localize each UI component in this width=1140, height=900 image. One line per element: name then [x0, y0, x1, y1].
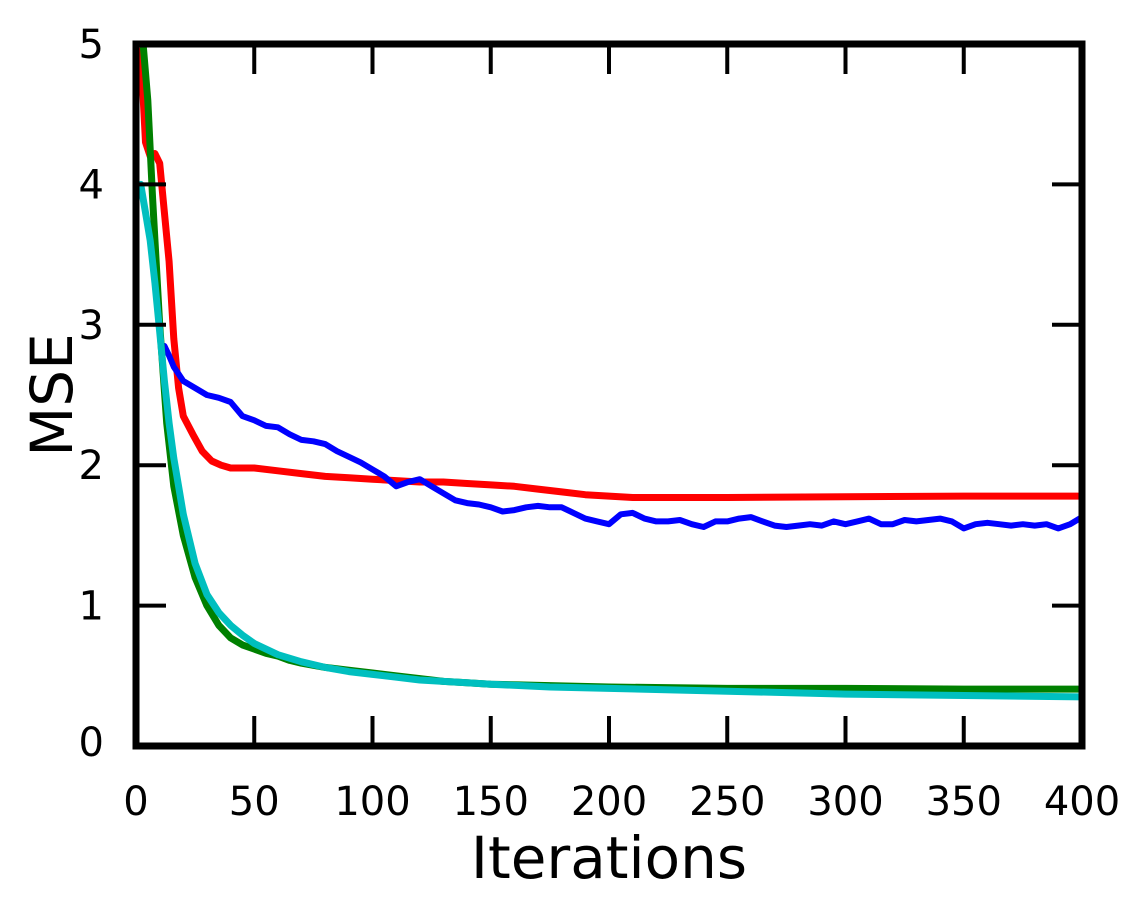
series-line-1: [137, 47, 1082, 501]
x-tick-label-0: 0: [123, 779, 148, 825]
y-tick-label-2: 2: [79, 443, 104, 489]
x-tick-label-150: 150: [453, 779, 529, 825]
series-line-4: [137, 180, 1082, 701]
y-tick-label-3: 3: [79, 303, 104, 349]
tick-layer: 0 50 100 150 200 250 300 350 400 0 1 2 3 4 5: [79, 22, 1121, 825]
y-tick-label-0: 0: [79, 720, 104, 766]
plot-frame: [132, 40, 1086, 750]
y-tick-label-1: 1: [79, 584, 104, 630]
x-tick-label-50: 50: [229, 779, 280, 825]
x-tick-label-250: 250: [689, 779, 765, 825]
series-line-2: [161, 342, 1082, 532]
x-tick-label-300: 300: [807, 779, 883, 825]
x-axis-label: Iterations: [471, 824, 747, 892]
x-tick-label-350: 350: [926, 779, 1002, 825]
x-tick-label-200: 200: [571, 779, 647, 825]
series-layer: [137, 44, 1082, 701]
y-tick-label-4: 4: [79, 162, 104, 208]
x-tick-label-400: 400: [1044, 779, 1120, 825]
y-tick-label-5: 5: [79, 22, 104, 68]
x-tick-label-100: 100: [334, 779, 410, 825]
y-axis-label: MSE: [18, 333, 86, 457]
series-line-3: [139, 44, 1082, 693]
